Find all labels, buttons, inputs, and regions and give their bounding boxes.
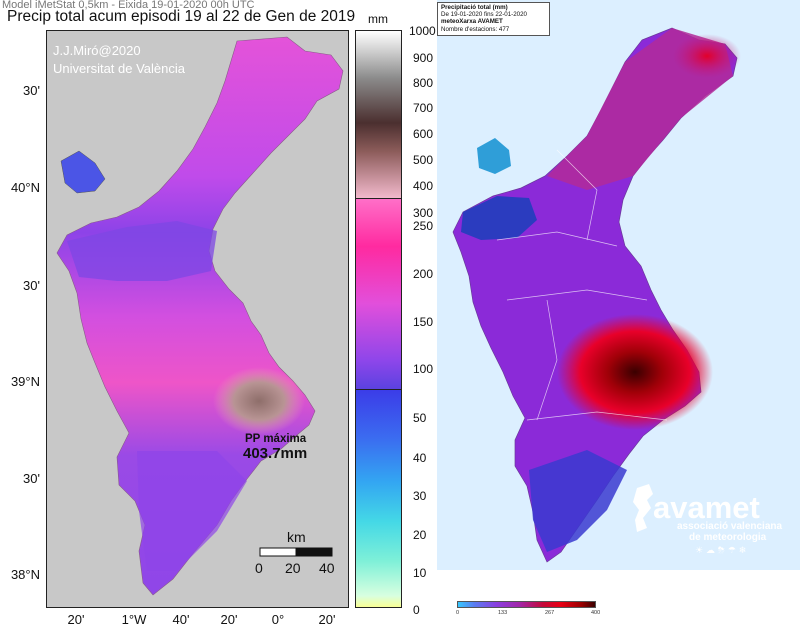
lat-label: 30' — [23, 278, 40, 293]
lon-label: 20' — [220, 612, 238, 627]
legend-period: De 19-01-2020 fins 22-01-2020 — [441, 11, 527, 19]
colorbar-label: 700 — [413, 101, 434, 115]
lon-label: 20' — [67, 612, 85, 627]
blue-west — [461, 196, 537, 240]
precip-colorbar — [355, 30, 402, 608]
colorbar-label: 40 — [413, 451, 427, 465]
red-core — [557, 314, 713, 430]
blue-south — [529, 450, 627, 552]
avamet-subtitle-2: de meteorologia — [689, 532, 767, 543]
colorbar-unit: mm — [368, 12, 388, 26]
colorbar-label: 600 — [413, 127, 434, 141]
ramp-label: 133 — [498, 610, 508, 616]
lat-label: 30' — [23, 471, 40, 486]
lat-label: 40°N — [10, 180, 40, 195]
station-map-svg[interactable]: avamet associació valenciana de meteorol… — [437, 0, 800, 570]
colorbar-label: 50 — [413, 411, 427, 425]
legend-network: meteoXarxa AVAMET — [441, 18, 503, 26]
colorbar-label: 300 — [413, 206, 434, 220]
colorbar-label: 0 — [413, 603, 420, 617]
max-precip-zone — [213, 367, 305, 435]
weather-icons: ☀ ☁ ⛈ ☂ ❄ — [695, 546, 746, 556]
colorbar-label: 100 — [413, 362, 434, 376]
page-title: Precip total acum episodi 19 al 22 de Ge… — [7, 8, 356, 25]
lon-label: 40' — [172, 612, 190, 627]
colorbar-label: 800 — [413, 76, 434, 90]
colorbar-label: 200 — [413, 267, 434, 281]
south-violet — [137, 451, 247, 571]
left-map-panel: Model iMetStat 0,5km - Eixida 19-01-2020… — [2, 0, 436, 627]
colorbar-label: 20 — [413, 528, 427, 542]
comarca-borders — [496, 149, 668, 421]
colorbar-label: 150 — [413, 315, 434, 329]
colorbar-label: 900 — [413, 51, 434, 65]
legend-stations: Nombre d'estacions: 477 — [441, 25, 510, 33]
colorbar-label: 400 — [413, 179, 434, 193]
avamet-logo-text: avamet — [653, 490, 760, 525]
right-map-panel: avamet associació valenciana de meteorol… — [437, 0, 800, 633]
red-northeast — [673, 34, 741, 78]
avamet-subtitle-1: associació valenciana — [677, 521, 783, 532]
violet-band — [67, 221, 217, 281]
avamet-legend-box: Precipitació total (mm) De 19-01-2020 fi… — [437, 2, 550, 36]
max-label: PP máxima — [245, 433, 307, 445]
lat-label: 38°N — [10, 567, 40, 582]
scale-tick-0: 0 — [255, 560, 263, 576]
lon-label: 20' — [318, 612, 336, 627]
scale-bar-black — [295, 547, 333, 557]
credit-institution: Universitat de València — [53, 61, 186, 76]
colorbar-label: 30 — [413, 489, 427, 503]
model-run-line: Model iMetStat 0,5km - Eixida 19-01-2020… — [2, 0, 255, 11]
ramp-label: 0 — [456, 610, 460, 616]
colorbar-label: 250 — [413, 219, 434, 233]
precipitation-map-left[interactable]: J.J.Miró@2020 Universitat de València PP… — [46, 30, 349, 608]
max-value: 403.7mm — [243, 445, 307, 462]
scale-unit: km — [287, 529, 306, 545]
ramp-label: 267 — [545, 610, 555, 616]
avamet-color-ramp — [457, 601, 596, 608]
lon-label: 1°W — [121, 612, 147, 627]
colorbar-label: 500 — [413, 153, 434, 167]
avamet-logo-shape — [633, 484, 653, 532]
ramp-label: 400 — [591, 610, 601, 616]
scale-tick-20: 20 — [285, 560, 301, 576]
scale-bar-white — [259, 547, 297, 557]
scale-tick-40: 40 — [319, 560, 335, 576]
colorbar-label: 10 — [413, 566, 427, 580]
colorbar-label: 1000 — [409, 24, 436, 38]
ademuz-enclave-right — [477, 138, 511, 174]
ademuz-enclave — [60, 150, 106, 194]
left-map-svg: J.J.Miró@2020 Universitat de València PP… — [53, 36, 344, 596]
lat-label: 39°N — [10, 374, 40, 389]
lon-label: 0° — [271, 612, 285, 627]
lat-label: 30' — [23, 83, 40, 98]
legend-title: Precipitació total (mm) — [441, 4, 508, 11]
credit-author: J.J.Miró@2020 — [53, 43, 141, 58]
